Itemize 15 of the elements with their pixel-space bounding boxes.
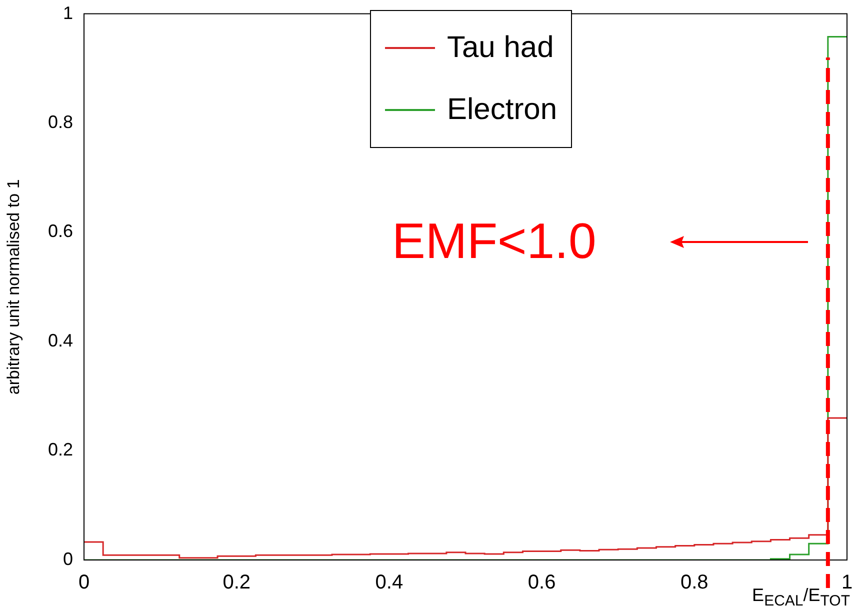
y-tick-label: 0: [62, 548, 73, 569]
x-tick-label: 0.6: [528, 572, 556, 594]
x-tick-label: 0.2: [222, 572, 251, 594]
legend-label: Electron: [447, 93, 558, 127]
y-tick-label: 1: [62, 2, 73, 23]
legend-label: Tau had: [447, 31, 554, 65]
y-tick-label: 0.4: [48, 330, 73, 350]
x-tick-label: 0.4: [375, 572, 404, 594]
x-tick-label: 0.8: [680, 572, 708, 594]
y-axis-title: arbitrary unit normalised to 1: [4, 179, 23, 395]
annotation: EMF<1.0: [392, 212, 596, 270]
y-tick-label: 0.6: [48, 221, 73, 242]
x-tick-label: 0: [78, 572, 90, 594]
y-tick-label: 0.2: [48, 440, 73, 460]
y-tick-label: 0.8: [48, 112, 73, 132]
